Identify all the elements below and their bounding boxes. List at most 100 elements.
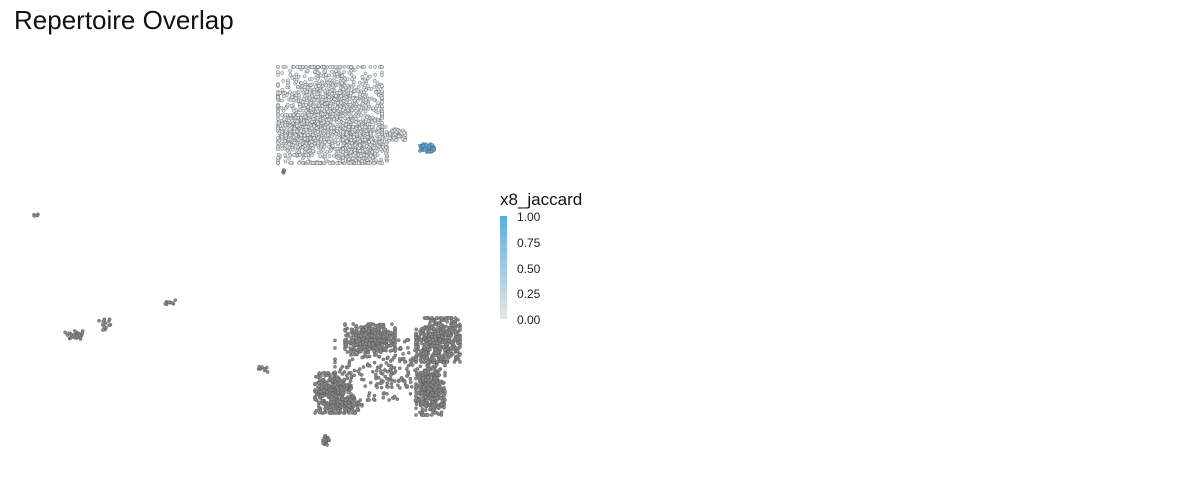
scatter-point xyxy=(290,147,295,152)
scatter-point xyxy=(431,354,436,358)
scatter-point xyxy=(363,324,368,329)
scatter-point xyxy=(437,354,442,358)
scatter-point xyxy=(336,151,341,156)
scatter-point xyxy=(368,143,373,147)
scatter-point xyxy=(342,407,347,411)
scatter-point xyxy=(318,88,323,93)
scatter-point xyxy=(370,140,375,145)
scatter-point xyxy=(283,143,288,148)
scatter-point xyxy=(384,334,389,338)
scatter-point xyxy=(316,150,321,155)
scatter-point xyxy=(364,339,369,343)
scatter-point xyxy=(379,369,383,373)
scatter-point xyxy=(440,316,444,320)
scatter-point xyxy=(344,143,349,148)
scatter-point xyxy=(426,413,430,417)
scatter-point xyxy=(356,89,360,94)
scatter-point xyxy=(310,153,315,157)
scatter-point xyxy=(332,117,336,121)
scatter-point xyxy=(344,151,348,156)
scatter-point xyxy=(356,121,361,126)
scatter-point xyxy=(431,338,435,342)
scatter-point xyxy=(328,65,332,69)
scatter-point xyxy=(322,144,327,149)
scatter-point xyxy=(350,77,354,81)
scatter-point xyxy=(280,121,284,126)
scatter-point xyxy=(346,88,351,93)
scatter-point xyxy=(328,161,332,165)
scatter-point xyxy=(298,143,302,147)
scatter-point xyxy=(333,360,337,365)
scatter-point xyxy=(321,394,325,398)
scatter-point xyxy=(410,385,414,389)
scatter-point xyxy=(319,380,324,385)
scatter-point xyxy=(323,76,328,80)
scatter-point xyxy=(423,408,428,412)
scatter-point xyxy=(364,355,369,359)
scatter-point xyxy=(352,114,357,119)
scatter-point xyxy=(356,85,361,89)
scatter-point xyxy=(396,134,401,139)
scatter-point xyxy=(349,138,353,142)
scatter-point xyxy=(338,400,342,404)
scatter-point xyxy=(389,365,394,369)
scatter-point xyxy=(340,397,345,401)
scatter-point xyxy=(363,71,368,76)
scatter-point xyxy=(312,124,316,129)
scatter-point xyxy=(428,378,433,382)
scatter-point xyxy=(354,343,359,347)
scatter-point xyxy=(386,355,390,360)
scatter-point xyxy=(292,126,297,131)
scatter-point xyxy=(340,81,344,85)
scatter-point xyxy=(424,143,429,147)
scatter-point xyxy=(301,65,305,69)
scatter-point xyxy=(315,92,320,97)
scatter-point xyxy=(335,129,339,133)
scatter-point xyxy=(344,119,349,123)
scatter-point xyxy=(344,100,349,105)
scatter-point xyxy=(375,382,379,386)
scatter-point xyxy=(276,147,280,152)
scatter-point xyxy=(276,117,280,121)
scatter-point xyxy=(280,71,284,75)
scatter-point xyxy=(380,381,384,385)
scatter-point xyxy=(380,99,384,104)
scatter-point xyxy=(276,70,280,74)
scatter-point xyxy=(360,355,364,360)
scatter-point xyxy=(397,357,402,361)
scatter-point xyxy=(399,378,403,382)
scatter-point xyxy=(336,82,340,87)
scatter-point xyxy=(392,371,396,375)
scatter-point xyxy=(379,350,383,355)
scatter-point xyxy=(343,401,348,405)
scatter-point xyxy=(338,122,342,127)
scatter-point xyxy=(414,331,418,336)
scatter-point xyxy=(406,346,410,350)
scatter-point xyxy=(327,140,331,144)
scatter-point xyxy=(357,80,362,85)
scatter-point xyxy=(336,390,340,395)
scatter-point xyxy=(354,324,359,328)
scatter-point xyxy=(322,382,327,386)
scatter-point xyxy=(285,148,290,153)
scatter-point xyxy=(380,65,384,69)
scatter-point xyxy=(349,327,354,332)
scatter-point xyxy=(432,326,436,331)
scatter-point xyxy=(327,117,331,122)
scatter-point xyxy=(314,126,319,130)
scatter-point xyxy=(458,334,462,339)
scatter-point xyxy=(319,137,323,142)
scatter-point xyxy=(443,363,447,368)
scatter-point xyxy=(332,97,337,102)
scatter-point xyxy=(363,137,367,142)
scatter-point xyxy=(359,349,363,354)
scatter-point xyxy=(326,98,331,102)
scatter-point xyxy=(366,84,370,88)
scatter-point xyxy=(320,371,325,375)
scatter-point xyxy=(408,376,413,381)
scatter-point xyxy=(373,65,377,69)
scatter-point xyxy=(332,154,336,158)
scatter-point xyxy=(332,76,337,80)
scatter-point xyxy=(292,65,296,69)
scatter-point xyxy=(393,379,397,383)
